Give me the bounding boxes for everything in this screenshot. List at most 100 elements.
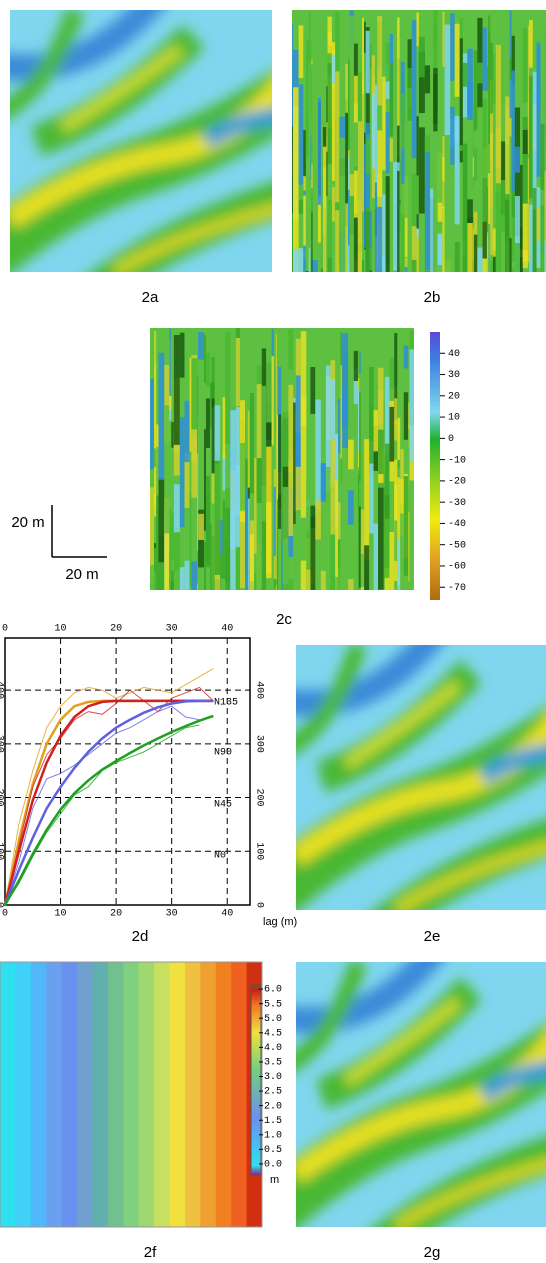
texture bbox=[189, 357, 192, 452]
x-axis-label: lag (m) bbox=[263, 916, 297, 928]
texture bbox=[0, 962, 16, 1227]
texture bbox=[444, 235, 451, 272]
texture bbox=[331, 49, 336, 182]
texture bbox=[156, 447, 159, 527]
colorbar-label: -70 bbox=[448, 583, 466, 594]
texture bbox=[293, 190, 299, 272]
texture bbox=[306, 480, 311, 532]
texture bbox=[220, 519, 223, 557]
texture bbox=[200, 962, 217, 1227]
x-tick-label: 20 bbox=[110, 624, 122, 635]
texture bbox=[527, 158, 530, 263]
texture bbox=[359, 391, 361, 514]
texture bbox=[292, 176, 294, 272]
texture bbox=[348, 59, 350, 150]
y-tick-label: 400 bbox=[0, 681, 4, 699]
texture bbox=[403, 476, 409, 576]
x-tick-label: 30 bbox=[166, 909, 178, 920]
texture bbox=[340, 331, 343, 394]
texture bbox=[450, 13, 455, 81]
texture bbox=[266, 446, 272, 579]
colorbar-label: -40 bbox=[448, 519, 466, 530]
texture bbox=[154, 494, 157, 517]
texture bbox=[472, 261, 474, 272]
texture bbox=[339, 137, 346, 272]
texture bbox=[298, 84, 304, 149]
panel-2b bbox=[292, 10, 546, 272]
texture bbox=[544, 241, 546, 272]
texture bbox=[399, 90, 401, 200]
texture bbox=[292, 108, 294, 213]
texture bbox=[404, 123, 408, 218]
texture bbox=[353, 170, 358, 218]
texture bbox=[282, 486, 289, 585]
y-tick-label: 0 bbox=[253, 902, 264, 908]
texture bbox=[408, 396, 410, 513]
texture bbox=[222, 397, 226, 459]
texture bbox=[275, 584, 277, 590]
colorbar-label: 5.0 bbox=[264, 1014, 282, 1025]
texture bbox=[397, 170, 400, 272]
texture bbox=[482, 27, 487, 91]
texture bbox=[173, 527, 180, 590]
texture bbox=[394, 333, 398, 421]
texture bbox=[315, 399, 321, 509]
texture bbox=[222, 453, 226, 491]
texture bbox=[293, 248, 299, 272]
colorbar-label: -20 bbox=[448, 477, 466, 488]
texture bbox=[156, 495, 159, 590]
texture bbox=[203, 541, 206, 590]
texture bbox=[256, 384, 262, 459]
texture bbox=[158, 477, 165, 563]
texture bbox=[540, 123, 545, 190]
texture bbox=[184, 560, 190, 590]
texture bbox=[310, 190, 312, 239]
texture bbox=[411, 20, 417, 159]
texture bbox=[154, 962, 171, 1227]
texture bbox=[281, 427, 283, 541]
texture bbox=[154, 361, 157, 449]
texture bbox=[173, 430, 180, 476]
texture bbox=[418, 36, 425, 78]
texture bbox=[330, 515, 336, 590]
texture bbox=[416, 228, 419, 272]
texture bbox=[322, 208, 327, 272]
texture bbox=[357, 353, 360, 378]
texture bbox=[288, 459, 294, 537]
texture bbox=[492, 250, 496, 272]
panel-2e bbox=[271, 619, 546, 937]
texture bbox=[374, 84, 378, 191]
texture bbox=[454, 120, 460, 225]
colorbar-label: 1.5 bbox=[264, 1116, 282, 1127]
texture bbox=[472, 104, 474, 189]
texture bbox=[492, 54, 496, 104]
texture bbox=[173, 570, 180, 590]
texture bbox=[310, 249, 312, 272]
texture bbox=[462, 145, 468, 241]
texture bbox=[532, 150, 537, 272]
texture bbox=[394, 398, 398, 441]
texture bbox=[384, 519, 390, 578]
texture bbox=[467, 82, 473, 121]
texture bbox=[378, 429, 384, 475]
frame bbox=[0, 961, 263, 1228]
texture bbox=[514, 243, 520, 272]
texture bbox=[348, 245, 350, 272]
texture bbox=[399, 236, 401, 272]
texture bbox=[369, 441, 374, 534]
texture bbox=[353, 75, 358, 123]
texture bbox=[377, 206, 383, 272]
texture bbox=[532, 71, 537, 188]
texture bbox=[403, 345, 409, 369]
model-line bbox=[3, 699, 214, 906]
texture bbox=[385, 64, 390, 99]
colorbar-label: 4.0 bbox=[264, 1043, 282, 1054]
x-tick-label: 10 bbox=[55, 624, 67, 635]
texture bbox=[514, 196, 520, 272]
texture bbox=[442, 206, 445, 272]
texture bbox=[220, 578, 223, 590]
colorbar-2f bbox=[250, 984, 262, 1176]
texture bbox=[305, 271, 309, 272]
texture bbox=[171, 421, 174, 448]
colorbar-label: -30 bbox=[448, 498, 466, 509]
